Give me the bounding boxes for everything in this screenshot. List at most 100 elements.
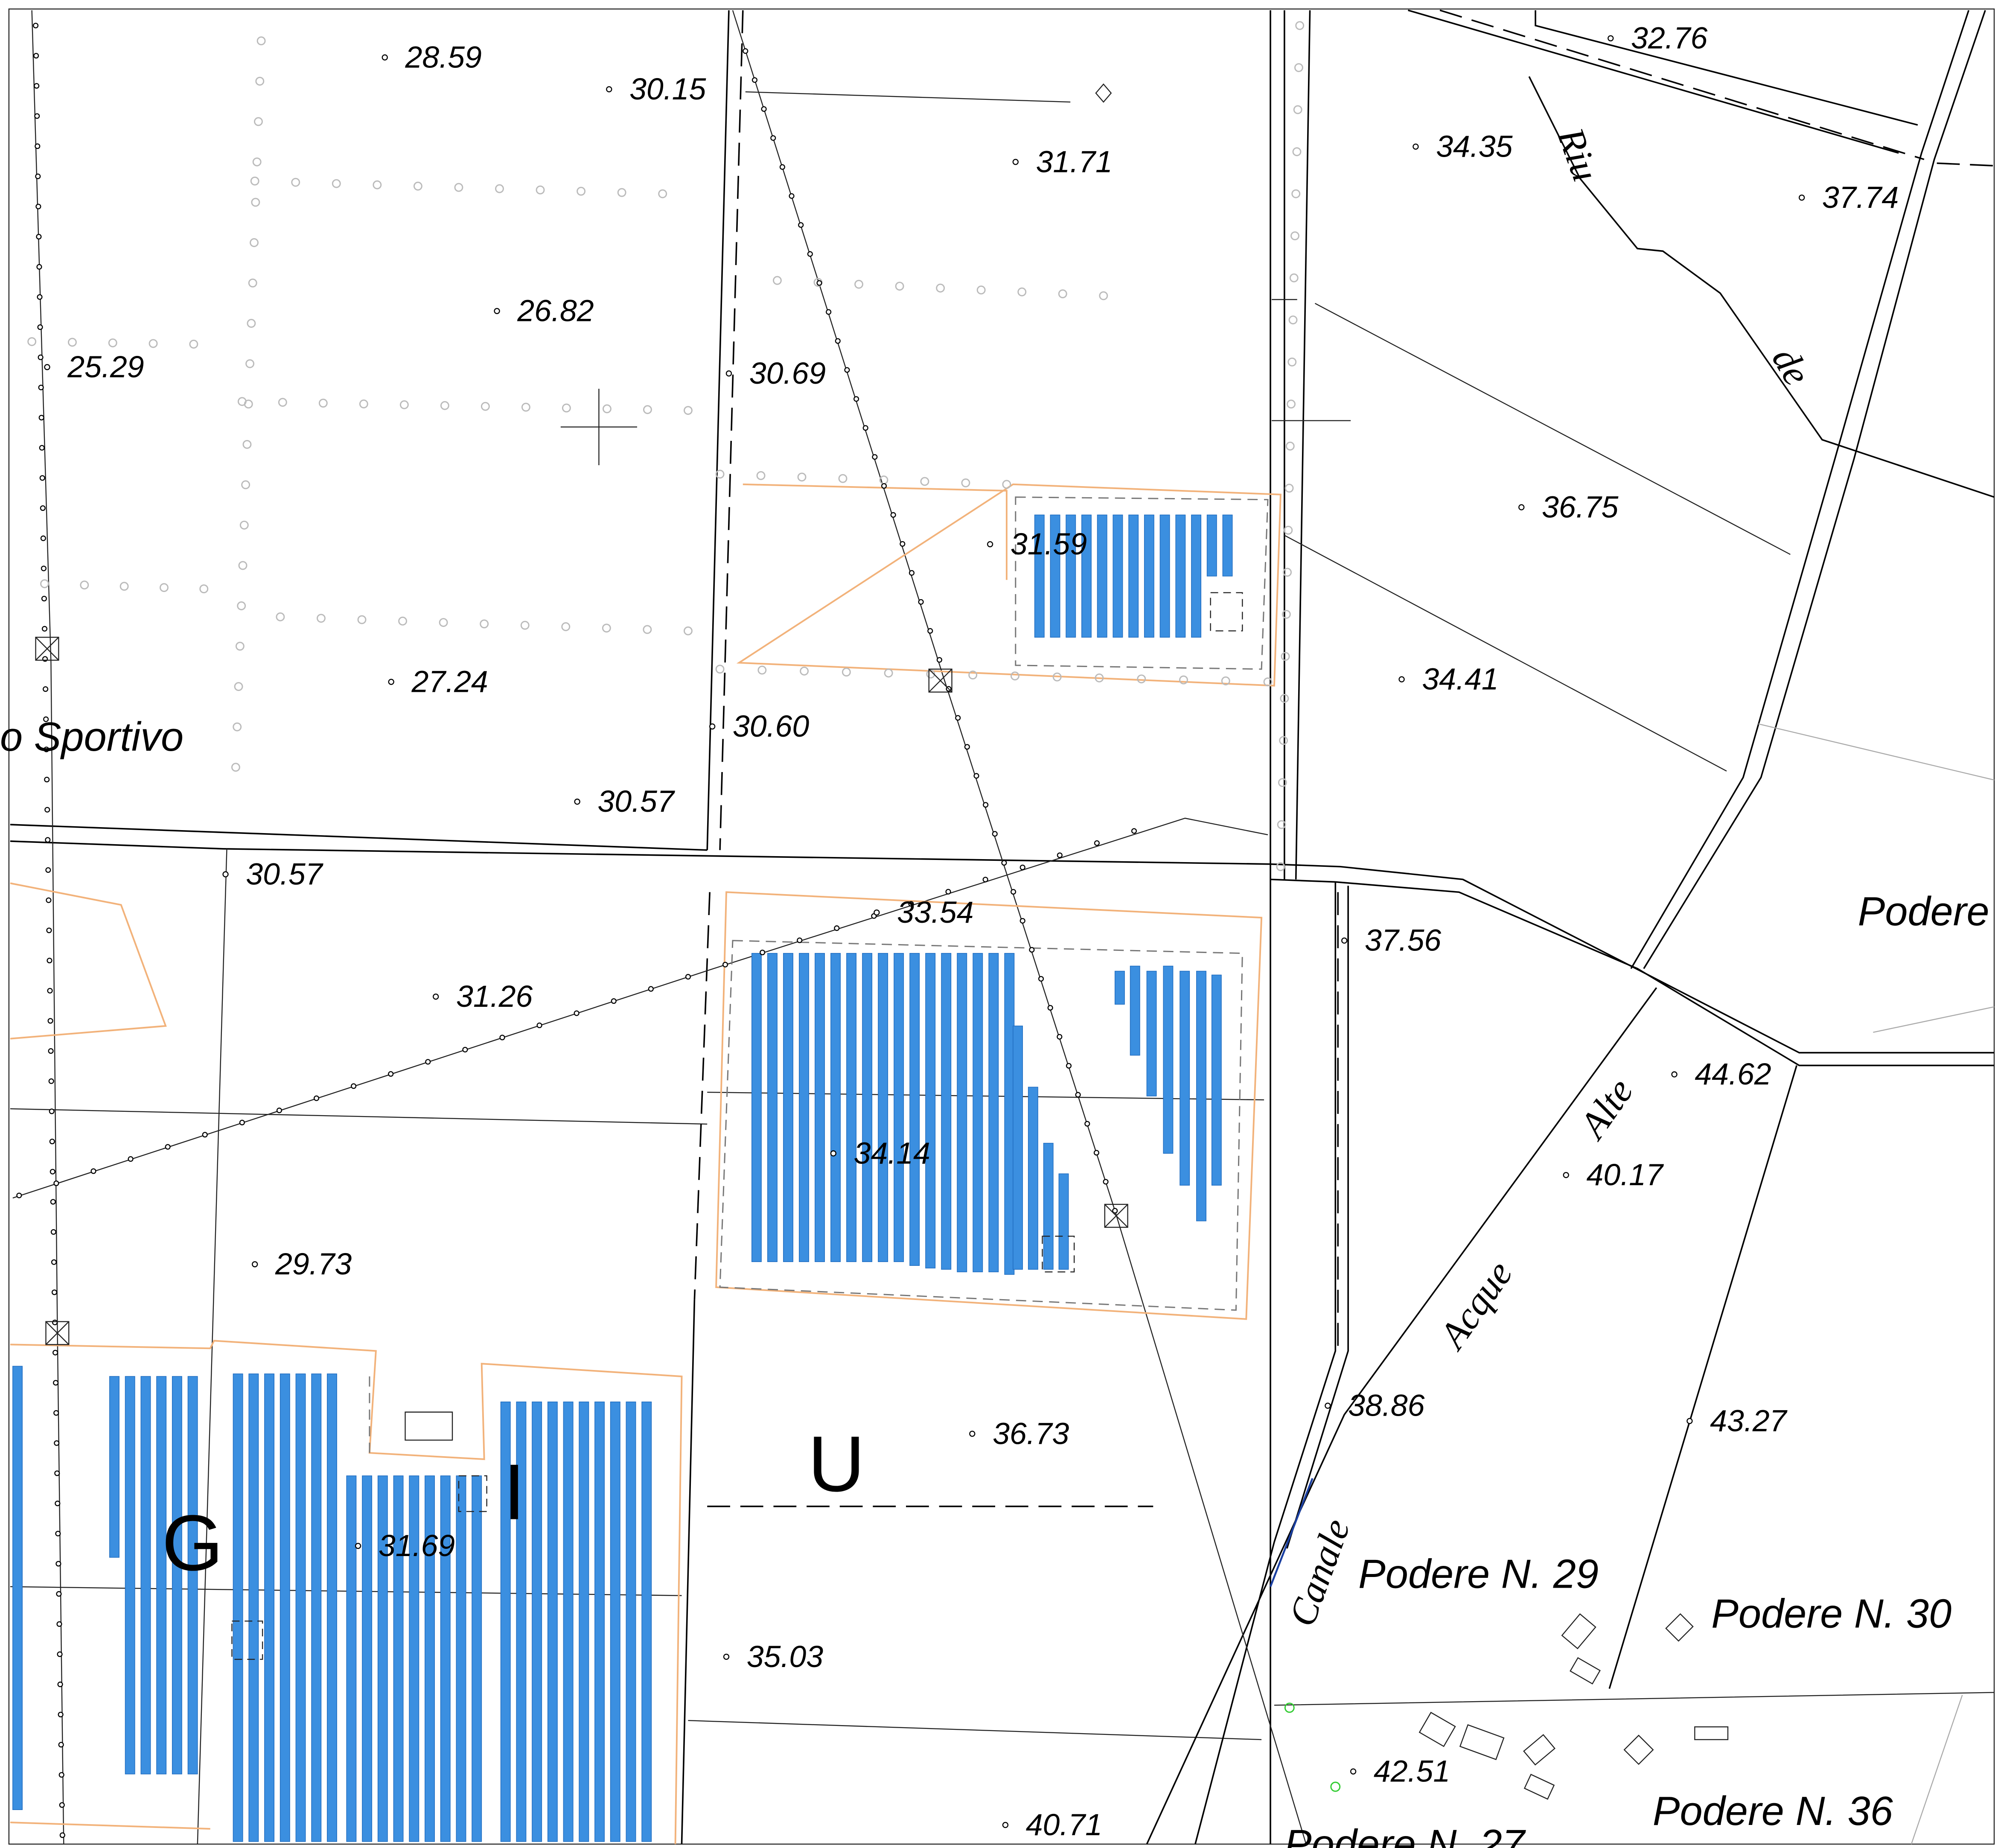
road [1270,878,1995,1067]
survey-point [772,276,782,285]
survey-point [250,238,259,247]
survey-point [1276,862,1285,872]
survey-point [357,615,367,624]
pole [55,1501,61,1507]
elevation: 42.51 [1374,1755,1450,1789]
solar-panel [1113,514,1123,638]
survey-point [643,405,652,414]
pole [834,925,840,931]
pole [41,596,47,602]
pole [37,294,43,300]
elevation-point [222,871,229,877]
survey-point [1221,676,1230,685]
survey-point [617,188,626,197]
elevation-point [1686,1418,1693,1424]
pole [52,1350,58,1355]
solar-panel [409,1475,419,1842]
pole [49,1139,55,1145]
boundary [1270,10,1285,1844]
elevation-point [1341,937,1348,944]
survey-point [68,338,77,347]
elevation-point [725,370,732,377]
solar-panel [1211,974,1222,1186]
place-names: o Sportivo Podere Podere N. 29 Podere N.… [0,714,1989,1848]
pole [44,777,50,783]
elevation-point [494,308,500,314]
pole [1001,860,1007,866]
road [1407,9,1918,154]
survey-point [1281,652,1290,661]
pole [34,83,40,89]
pole [37,324,43,330]
solar-panel [815,953,825,1262]
pylon-markers [35,636,1128,1345]
solar-panel [894,953,904,1262]
pole [927,628,933,634]
survey-point [756,471,766,480]
solar-panel [456,1475,466,1842]
survey-point [521,402,530,412]
elevation-point [606,86,612,93]
pole [41,565,47,571]
survey-point [895,282,904,291]
survey-point [1279,736,1288,745]
survey-point [838,474,848,483]
pole [40,535,46,541]
survey-point [1277,820,1286,829]
pole [57,1682,63,1688]
elevation-point [1671,1071,1678,1078]
survey-point [1052,672,1062,682]
solar-panel [140,1376,151,1775]
pole [982,877,988,883]
pole [844,367,850,373]
pole [50,1199,56,1205]
pole [835,338,841,344]
pole [54,1470,60,1476]
solar-panel [626,1401,636,1842]
pole [918,599,924,605]
pole [35,204,41,210]
pole [425,1059,431,1065]
pole [872,454,878,460]
solar-panel [1130,965,1140,1056]
pole [1038,976,1044,982]
elevation: 37.56 [1365,924,1441,958]
survey-point [40,579,49,589]
survey-point [278,398,287,407]
pole [1112,1208,1118,1214]
survey-point [250,176,259,186]
wells [1095,83,1341,1792]
pole [50,1229,56,1235]
pole [35,173,41,179]
survey-point [757,665,767,675]
pole [58,1711,64,1717]
survey-point [1287,399,1296,409]
survey-point [1288,315,1298,325]
solar-panel [295,1373,306,1842]
pole [39,475,45,481]
pole [55,1530,61,1536]
elevation: 37.74 [1822,181,1899,215]
survey-point [317,614,326,623]
elevation: 32.76 [1631,21,1707,55]
parcel-line [10,303,1995,1740]
elevation-point [1563,1172,1569,1178]
solar-panel [440,1475,451,1842]
solar-panel [799,953,809,1262]
pole [90,1168,96,1174]
pole [1057,852,1063,858]
survey-point [1287,357,1297,367]
pole [890,512,896,518]
survey-point [976,286,986,294]
solar-panel [1081,514,1092,638]
pole [1103,1179,1109,1185]
survey-point [254,117,263,126]
pole [722,962,728,968]
pole [499,1035,505,1041]
solar-panel [878,953,888,1262]
elevation-point [1798,194,1805,201]
survey-point [1099,291,1108,300]
survey-point [602,404,612,414]
pole [760,950,766,956]
